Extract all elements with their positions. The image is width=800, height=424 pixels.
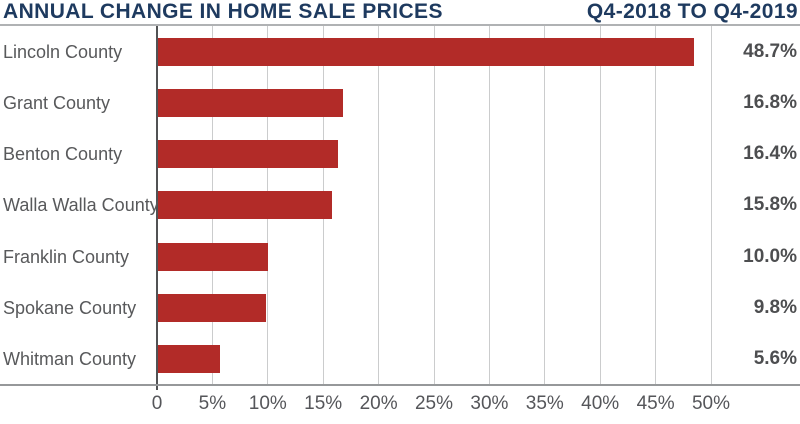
gridline [433, 26, 435, 384]
category-label: Spokane County [3, 297, 137, 318]
bar [158, 293, 266, 322]
x-axis-tick-label: 30% [470, 393, 509, 414]
bar [158, 242, 268, 271]
x-axis-tick-label: 10% [248, 393, 287, 414]
category-label: Grant County [3, 93, 111, 114]
value-label: 10.0% [743, 245, 797, 267]
chart-header: ANNUAL CHANGE IN HOME SALE PRICES Q4-201… [0, 0, 800, 24]
value-label: 15.8% [743, 194, 797, 216]
chart-title: ANNUAL CHANGE IN HOME SALE PRICES [3, 0, 443, 23]
gridline [655, 26, 657, 384]
bar [158, 89, 343, 118]
y-axis-line [156, 26, 158, 390]
category-label: Lincoln County [3, 42, 123, 62]
value-label: 16.8% [743, 92, 797, 114]
x-axis-tick-label: 25% [414, 393, 454, 414]
value-label: 9.8% [753, 296, 797, 318]
x-axis-tick-label: 45% [636, 393, 675, 414]
x-axis-tick-label: 0 [151, 393, 163, 414]
value-label: 48.7% [743, 41, 797, 62]
value-label: 16.4% [743, 143, 797, 165]
header-divider-line [0, 24, 800, 26]
x-axis-tick-label: 15% [304, 393, 343, 414]
x-axis-tick-label: 35% [525, 393, 564, 414]
x-axis-line [0, 384, 800, 386]
chart-subtitle: Q4-2018 TO Q4-2019 [586, 0, 798, 23]
bar [158, 191, 332, 220]
category-label: Benton County [3, 144, 123, 165]
bar [158, 38, 694, 66]
gridline [599, 26, 601, 384]
gridline [488, 26, 490, 384]
x-axis-tick-label: 5% [198, 393, 227, 414]
value-label: 5.6% [753, 347, 797, 369]
gridline [710, 26, 712, 384]
category-label: Franklin County [3, 246, 130, 267]
x-axis-tick-label: 50% [691, 393, 731, 414]
gridline [378, 26, 380, 384]
gridline [544, 26, 546, 384]
bar [158, 140, 339, 169]
x-axis-tick-label: 40% [581, 393, 620, 414]
category-label: Whitman County [3, 348, 137, 369]
x-axis-tick-label: 20% [359, 393, 398, 414]
bar [158, 344, 220, 373]
category-label: Walla Walla County [3, 195, 159, 216]
